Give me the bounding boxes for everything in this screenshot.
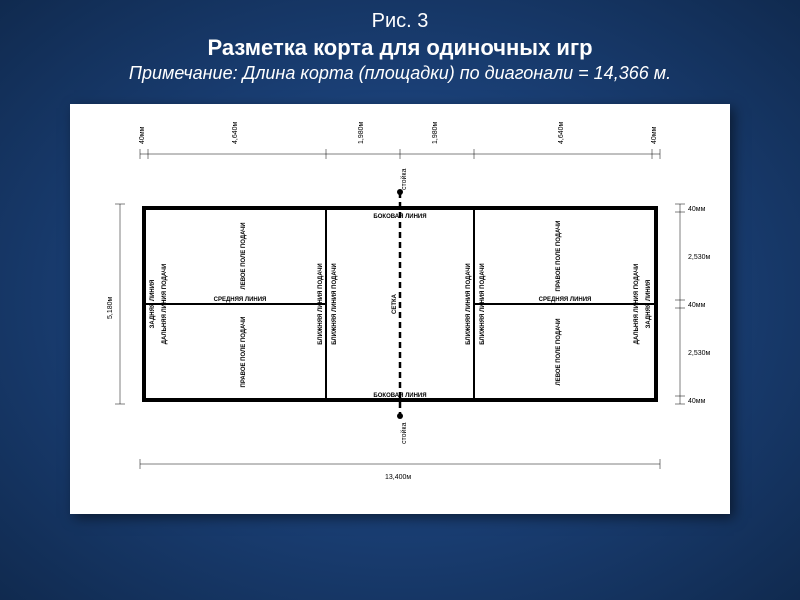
court-l-bot-1: ПРАВОЕ ПОЛЕ ПОДАЧИ — [241, 317, 247, 388]
near-service-rl: БЛИЖНЯЯ ЛИНИЯ ПОДАЧИ — [466, 263, 472, 344]
post-label-top: стойка — [400, 168, 408, 190]
side-line-bot: БОКОВАЯ ЛИНИЯ — [373, 393, 426, 399]
dim-top-3: 1,980м — [432, 121, 439, 144]
far-service-right: ДАЛЬНЯЯ ЛИНИЯ ПОДАЧИ — [634, 264, 640, 345]
dim-left-height: 5,180м — [107, 296, 114, 319]
dim-top-2: 1,980м — [358, 121, 365, 144]
slide-title: Разметка корта для одиночных игр — [0, 35, 800, 61]
court-r-top-1: ПРАВОЕ ПОЛЕ ПОДАЧИ — [556, 221, 562, 292]
diagram-sheet: 40мм 4,640м 1,980м 1,980м 4,640м 40мм 40… — [70, 104, 730, 514]
dim-top-1: 4,640м — [232, 121, 239, 144]
net-label: СЕТКА — [392, 293, 398, 314]
slide-header: Рис. 3 Разметка корта для одиночных игр … — [0, 0, 800, 84]
dim-top-0: 40мм — [139, 126, 146, 144]
back-line-right: ЗАДНЯЯ ЛИНИЯ — [646, 280, 652, 329]
post-bottom-icon — [397, 413, 403, 419]
court-diagram: 40мм 4,640м 1,980м 1,980м 4,640м 40мм 40… — [70, 104, 730, 514]
center-line-r: СРЕДНЯЯ ЛИНИЯ — [539, 297, 592, 303]
dim-r-4: 40мм — [688, 398, 706, 405]
far-service-left: ДАЛЬНЯЯ ЛИНИЯ ПОДАЧИ — [162, 264, 168, 345]
dim-r-1: 2,530м — [688, 254, 711, 261]
near-service-rr: БЛИЖНЯЯ ЛИНИЯ ПОДАЧИ — [480, 263, 486, 344]
post-label-bot: стойка — [400, 422, 408, 444]
dim-top-4: 4,640м — [558, 121, 565, 144]
dim-r-3: 2,530м — [688, 350, 711, 357]
dim-r-0: 40мм — [688, 206, 706, 213]
slide-note: Примечание: Длина корта (площадки) по ди… — [0, 63, 800, 84]
back-line-left: ЗАДНЯЯ ЛИНИЯ — [150, 280, 156, 329]
center-line-l: СРЕДНЯЯ ЛИНИЯ — [214, 297, 267, 303]
dim-r-2: 40мм — [688, 302, 706, 309]
figure-number: Рис. 3 — [0, 10, 800, 33]
near-service-ll: БЛИЖНЯЯ ЛИНИЯ ПОДАЧИ — [318, 263, 324, 344]
court-r-bot-1: ЛЕВОЕ ПОЛЕ ПОДАЧИ — [556, 318, 562, 385]
dim-top-5: 40мм — [651, 126, 658, 144]
side-line-top: БОКОВАЯ ЛИНИЯ — [373, 214, 426, 220]
near-service-lr: БЛИЖНЯЯ ЛИНИЯ ПОДАЧИ — [332, 263, 338, 344]
court-l-top-1: ЛЕВОЕ ПОЛЕ ПОДАЧИ — [241, 222, 247, 289]
dim-bottom: 13,400м — [385, 474, 411, 481]
